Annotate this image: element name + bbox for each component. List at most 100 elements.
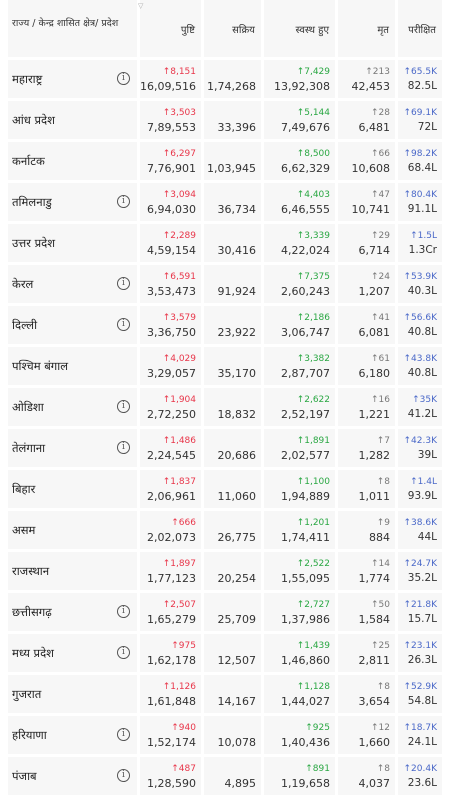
- header-state[interactable]: राज्य / केन्द्र शासित क्षेत्र/ प्रदेश: [8, 0, 140, 60]
- state-name: दिल्ली: [12, 318, 38, 332]
- recovered-cell: ↑2,186 3,06,747: [264, 306, 338, 347]
- state-cell[interactable]: पश्चिम बंगाल: [8, 347, 140, 388]
- table-row[interactable]: पंजाब i ↑487 1,28,590 4,895 ↑891 1,19,658 ↑8 4,0…: [8, 757, 442, 798]
- recovered-delta: ↑1,891: [296, 436, 330, 446]
- state-cell[interactable]: तेलंगाना i: [8, 429, 140, 470]
- state-name: पश्चिम बंगाल: [12, 359, 69, 373]
- state-cell[interactable]: हरियाणा i: [8, 716, 140, 757]
- header-recovered[interactable]: स्वस्थ हुए: [264, 0, 338, 60]
- info-icon[interactable]: i: [117, 72, 130, 85]
- tested-value: 72L: [417, 121, 437, 133]
- state-cell[interactable]: उत्तर प्रदेश: [8, 224, 140, 265]
- header-active[interactable]: सक्रिय: [204, 0, 264, 60]
- info-icon[interactable]: i: [117, 605, 130, 618]
- table-row[interactable]: ओडिशा i ↑1,904 2,72,250 18,832 ↑2,622 2,52,197…: [8, 388, 442, 429]
- table-row[interactable]: छत्तीसगढ़ i ↑2,507 1,65,279 25,709 ↑2,727 1,37…: [8, 593, 442, 634]
- deceased-delta: ↑66: [371, 149, 390, 159]
- table-row[interactable]: गुजरात ↑1,126 1,61,848 14,167 ↑1,128 1,44,027…: [8, 675, 442, 716]
- info-icon[interactable]: i: [117, 646, 130, 659]
- confirmed-delta: ↑2,289: [162, 231, 196, 241]
- table-row[interactable]: उत्तर प्रदेश ↑2,289 4,59,154 30,416 ↑3,339 4,…: [8, 224, 442, 265]
- table-row[interactable]: पश्चिम बंगाल ↑4,029 3,29,057 35,170 ↑3,382 2,…: [8, 347, 442, 388]
- info-icon[interactable]: i: [117, 769, 130, 782]
- header-tested[interactable]: परीक्षित: [398, 0, 442, 60]
- confirmed-cell: ↑487 1,28,590: [140, 757, 204, 798]
- confirmed-cell: ↑975 1,62,178: [140, 634, 204, 675]
- state-cell[interactable]: पंजाब i: [8, 757, 140, 798]
- state-cell[interactable]: ओडिशा i: [8, 388, 140, 429]
- info-icon[interactable]: i: [117, 441, 130, 454]
- confirmed-value: 6,94,030: [147, 203, 196, 216]
- recovered-delta: ↑925: [305, 723, 330, 733]
- tested-delta: ↑35K: [412, 395, 437, 405]
- table-row[interactable]: हरियाणा i ↑940 1,52,174 10,078 ↑925 1,40,436 ↑1…: [8, 716, 442, 757]
- table-row[interactable]: राजस्थान ↑1,897 1,77,123 20,254 ↑2,522 1,55,0…: [8, 552, 442, 593]
- table-row[interactable]: मध्य प्रदेश i ↑975 1,62,178 12,507 ↑1,439 1,46…: [8, 634, 442, 675]
- confirmed-delta: ↑487: [171, 764, 196, 774]
- tested-value: 1.3Cr: [408, 244, 437, 256]
- confirmed-delta: ↑1,904: [162, 395, 196, 405]
- table-row[interactable]: आंध प्रदेश ↑3,503 7,89,553 33,396 ↑5,144 7,49…: [8, 101, 442, 142]
- state-cell[interactable]: केरल i: [8, 265, 140, 306]
- confirmed-cell: ↑940 1,52,174: [140, 716, 204, 757]
- state-cell[interactable]: बिहार: [8, 470, 140, 511]
- confirmed-delta: ↑1,837: [162, 477, 196, 487]
- state-cell[interactable]: महाराष्ट्र i: [8, 60, 140, 101]
- state-cell[interactable]: दिल्ली i: [8, 306, 140, 347]
- state-cell[interactable]: तमिलनाडु i: [8, 183, 140, 224]
- table-row[interactable]: कर्नाटक ↑6,297 7,76,901 1,03,945 ↑8,500 6,62,…: [8, 142, 442, 183]
- recovered-value: 6,46,555: [281, 203, 330, 216]
- state-cell[interactable]: असम: [8, 511, 140, 552]
- tested-cell: ↑20.4K 23.6L: [398, 757, 442, 798]
- tested-cell: ↑21.8K 15.7L: [398, 593, 442, 634]
- confirmed-value: 1,61,848: [147, 695, 196, 708]
- state-name: असम: [12, 523, 36, 537]
- recovered-cell: ↑1,100 1,94,889: [264, 470, 338, 511]
- tested-value: 41.2L: [407, 408, 437, 420]
- table-row[interactable]: तेलंगाना i ↑1,486 2,24,545 20,686 ↑1,891 2,02,…: [8, 429, 442, 470]
- state-cell[interactable]: कर्नाटक: [8, 142, 140, 183]
- active-value: 20,254: [217, 572, 257, 585]
- table-row[interactable]: दिल्ली i ↑3,579 3,36,750 23,922 ↑2,186 3,06,74…: [8, 306, 442, 347]
- table-row[interactable]: केरल i ↑6,591 3,53,473 91,924 ↑7,375 2,60,243 ↑…: [8, 265, 442, 306]
- confirmed-cell: ↑3,503 7,89,553: [140, 101, 204, 142]
- active-value: 23,922: [217, 326, 257, 339]
- info-icon[interactable]: i: [117, 400, 130, 413]
- table-row[interactable]: बिहार ↑1,837 2,06,961 11,060 ↑1,100 1,94,889 ↑…: [8, 470, 442, 511]
- active-value: 4,895: [224, 777, 257, 790]
- header-active-label: सक्रिय: [232, 24, 255, 36]
- header-confirmed[interactable]: पुष्टि: [140, 0, 204, 60]
- state-cell[interactable]: आंध प्रदेश: [8, 101, 140, 142]
- info-icon[interactable]: i: [117, 728, 130, 741]
- table-row[interactable]: असम ↑666 2,02,073 26,775 ↑1,201 1,74,411 ↑9 884…: [8, 511, 442, 552]
- table-row[interactable]: तमिलनाडु i ↑3,094 6,94,030 36,734 ↑4,403 6,46,…: [8, 183, 442, 224]
- tested-delta: ↑1.5L: [410, 231, 437, 241]
- deceased-value: 6,081: [358, 326, 391, 339]
- deceased-delta: ↑8: [376, 682, 390, 692]
- confirmed-cell: ↑1,897 1,77,123: [140, 552, 204, 593]
- recovered-delta: ↑2,727: [296, 600, 330, 610]
- state-cell[interactable]: गुजरात: [8, 675, 140, 716]
- tested-value: 39L: [417, 449, 437, 461]
- deceased-delta: ↑8: [376, 764, 390, 774]
- state-name: मध्य प्रदेश: [12, 646, 54, 660]
- sort-icon[interactable]: ▽: [138, 2, 144, 10]
- header-confirmed-label: पुष्टि: [180, 24, 195, 36]
- tested-delta: ↑38.6K: [403, 518, 437, 528]
- table-row[interactable]: महाराष्ट्र i ↑8,151 16,09,516 1,74,268 ↑7,429…: [8, 60, 442, 101]
- info-icon[interactable]: i: [117, 195, 130, 208]
- tested-cell: ↑1.4L 93.9L: [398, 470, 442, 511]
- confirmed-delta: ↑1,486: [162, 436, 196, 446]
- tested-delta: ↑52.9K: [403, 682, 437, 692]
- state-cell[interactable]: मध्य प्रदेश i: [8, 634, 140, 675]
- state-cell[interactable]: छत्तीसगढ़ i: [8, 593, 140, 634]
- active-value: 10,078: [217, 736, 257, 749]
- active-value: 30,416: [217, 244, 257, 257]
- info-icon[interactable]: i: [117, 277, 130, 290]
- deceased-value: 884: [369, 531, 390, 544]
- info-icon[interactable]: i: [117, 318, 130, 331]
- header-deceased[interactable]: मृत: [338, 0, 398, 60]
- state-cell[interactable]: राजस्थान: [8, 552, 140, 593]
- deceased-value: 42,453: [351, 80, 391, 93]
- recovered-delta: ↑3,382: [296, 354, 330, 364]
